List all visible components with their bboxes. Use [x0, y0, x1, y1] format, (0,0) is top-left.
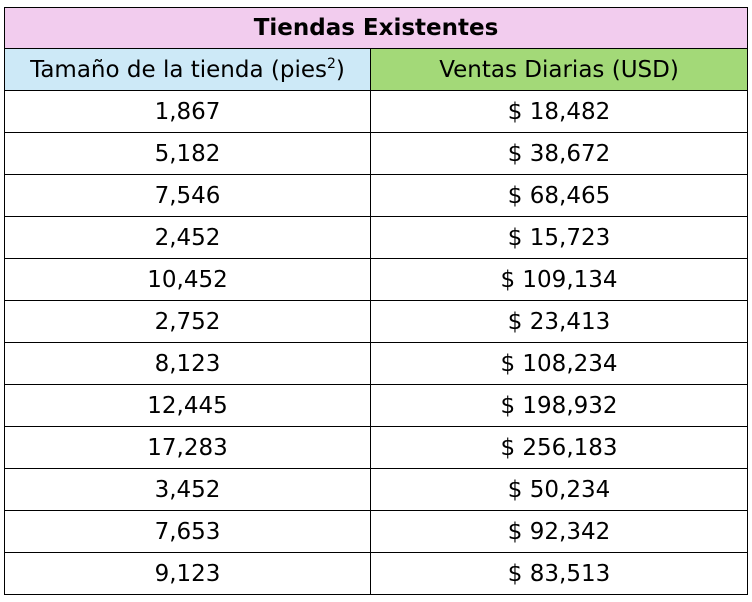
daily-sales-cell: $ 50,234	[369, 468, 749, 511]
daily-sales-cell: $ 68,465	[369, 174, 749, 217]
daily-sales-cell: $ 198,932	[369, 384, 749, 427]
table-row: 1,867 $ 18,482	[4, 90, 749, 133]
store-size-cell: 8,123	[4, 342, 371, 385]
table-row: 7,653 $ 92,342	[4, 510, 749, 553]
store-size-cell: 9,123	[4, 552, 371, 595]
store-size-cell: 10,452	[4, 258, 371, 301]
daily-sales-cell: $ 23,413	[369, 300, 749, 343]
daily-sales-cell: $ 38,672	[369, 132, 749, 175]
store-size-cell: 7,546	[4, 174, 371, 217]
table-row: 2,452 $ 15,723	[4, 216, 749, 259]
store-size-cell: 3,452	[4, 468, 371, 511]
stores-table: Tiendas Existentes Tamaño de la tienda (…	[3, 7, 749, 595]
header-store-size-superscript: 2	[326, 55, 336, 72]
header-store-size-close: )	[335, 56, 345, 83]
daily-sales-cell: $ 92,342	[369, 510, 749, 553]
store-size-cell: 17,283	[4, 426, 371, 469]
store-size-cell: 7,653	[4, 510, 371, 553]
table-row: 17,283 $ 256,183	[4, 426, 749, 469]
header-store-size-label: Tamaño de la tienda (pies	[30, 56, 327, 83]
table-row: 5,182 $ 38,672	[4, 132, 749, 175]
store-size-cell: 12,445	[4, 384, 371, 427]
table-row: 2,752 $ 23,413	[4, 300, 749, 343]
daily-sales-cell: $ 108,234	[369, 342, 749, 385]
daily-sales-cell: $ 83,513	[369, 552, 749, 595]
table-row: 8,123 $ 108,234	[4, 342, 749, 385]
table-row: 10,452 $ 109,134	[4, 258, 749, 301]
table-row: 9,123 $ 83,513	[4, 552, 749, 595]
table-row: 7,546 $ 68,465	[4, 174, 749, 217]
daily-sales-cell: $ 18,482	[369, 90, 749, 133]
table-row: 3,452 $ 50,234	[4, 468, 749, 511]
daily-sales-cell: $ 109,134	[369, 258, 749, 301]
header-daily-sales: Ventas Diarias (USD)	[369, 48, 749, 91]
title-row: Tiendas Existentes	[3, 7, 749, 49]
table-title: Tiendas Existentes	[3, 7, 749, 49]
store-size-cell: 2,752	[4, 300, 371, 343]
store-size-cell: 1,867	[4, 90, 371, 133]
header-store-size: Tamaño de la tienda (pies2)	[4, 48, 371, 91]
daily-sales-cell: $ 256,183	[369, 426, 749, 469]
daily-sales-cell: $ 15,723	[369, 216, 749, 259]
header-row: Tamaño de la tienda (pies2) Ventas Diari…	[4, 48, 749, 91]
table-row: 12,445 $ 198,932	[4, 384, 749, 427]
store-size-cell: 5,182	[4, 132, 371, 175]
store-size-cell: 2,452	[4, 216, 371, 259]
